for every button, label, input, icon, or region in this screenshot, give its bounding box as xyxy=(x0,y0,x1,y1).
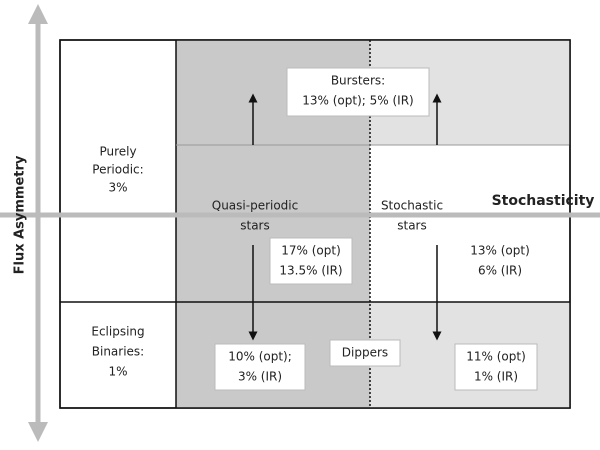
cell-label: Stochastic xyxy=(381,199,443,213)
cell-label: 6% (IR) xyxy=(478,264,522,278)
cell-label: Eclipsing xyxy=(91,325,144,339)
cell-label: 10% (opt); xyxy=(228,350,292,364)
cell-label: 1% (IR) xyxy=(474,370,518,384)
x-axis-label: Stochasticity xyxy=(492,193,595,209)
cell-label: 13.5% (IR) xyxy=(279,264,342,278)
cell-label: 1% xyxy=(108,365,127,379)
cell-label: 3% xyxy=(108,181,127,195)
dippers-box xyxy=(329,339,401,367)
cell-label: 13% (opt) xyxy=(470,244,530,258)
cell-label: 13% (opt); 5% (IR) xyxy=(302,94,413,108)
cell-label: 11% (opt) xyxy=(466,350,526,364)
y-axis-label: Flux Asymmetry xyxy=(13,155,28,274)
cell-label: Quasi-periodic xyxy=(212,199,298,213)
bursters-box xyxy=(286,67,430,117)
labels: Bursters: 13% (opt); 5% (IR) Purely Periodi… xyxy=(91,74,529,384)
cell-label: Bursters: xyxy=(331,74,385,88)
arrows xyxy=(248,93,442,341)
dippers-left-box xyxy=(214,343,306,391)
cell-label: Dippers xyxy=(342,346,388,360)
cell-label: stars xyxy=(240,219,270,233)
quasi-pct-box xyxy=(269,237,353,285)
cell-label: Binaries: xyxy=(92,345,144,359)
cell-label: Purely xyxy=(99,145,136,159)
cell-label: 3% (IR) xyxy=(238,370,282,384)
dippers-right-box xyxy=(454,343,538,391)
cell-label: stars xyxy=(397,219,427,233)
cell-label: 17% (opt) xyxy=(281,244,341,258)
cell-label: Periodic: xyxy=(92,163,143,177)
